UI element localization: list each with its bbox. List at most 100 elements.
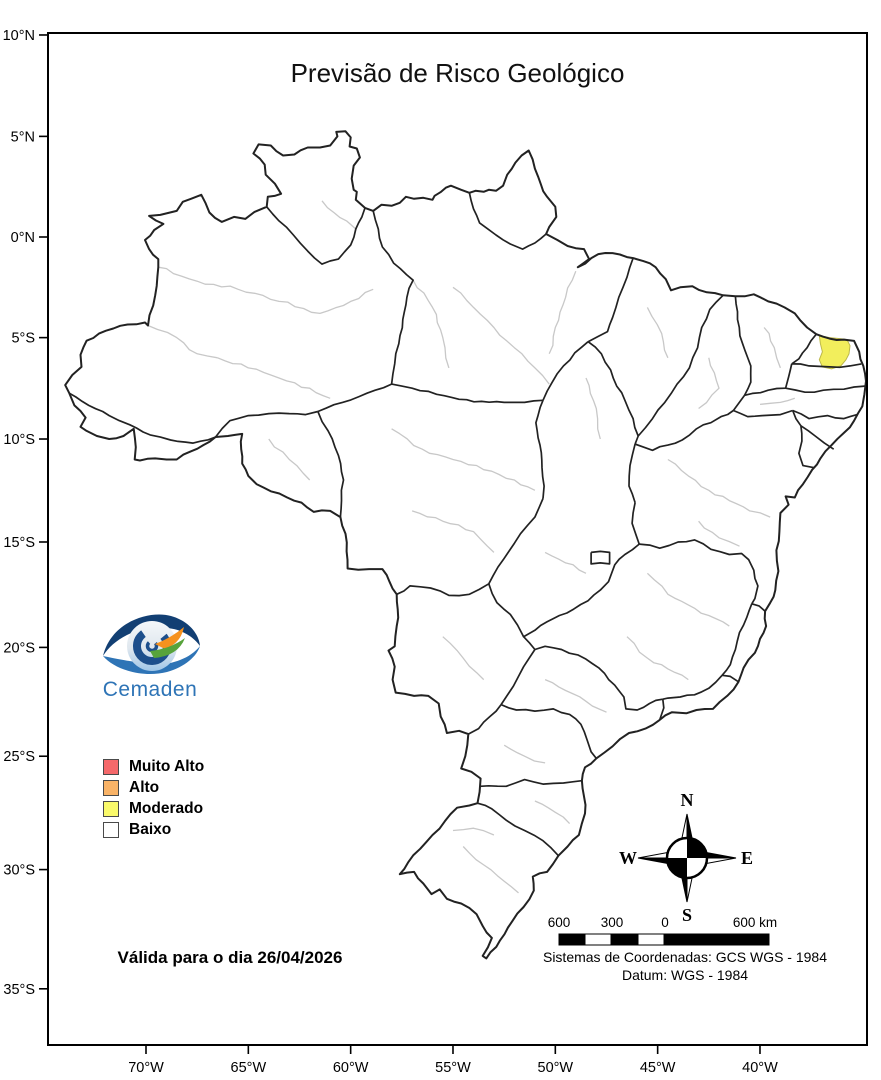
lon-tick-label: 70°W: [128, 1060, 164, 1076]
state-border: [634, 409, 734, 452]
lat-tick-label: 35°S: [3, 982, 35, 998]
region-border: [147, 324, 218, 359]
state-border: [744, 387, 786, 397]
state-border: [590, 550, 611, 565]
region-border: [412, 279, 450, 369]
compass-hub-quadrant: [687, 838, 707, 858]
legend-label: Moderado: [129, 799, 204, 817]
legend-item-muito-alto: Muito Alto: [103, 756, 204, 777]
region-border: [698, 357, 720, 410]
scalebar-label: 0: [661, 915, 669, 930]
state-border: [751, 602, 766, 612]
compass-label-w: W: [619, 848, 637, 868]
state-border: [639, 539, 759, 605]
lon-tick-label: 60°W: [333, 1060, 369, 1076]
state-border: [391, 383, 544, 404]
state-border: [68, 392, 216, 444]
state-border: [487, 583, 525, 638]
state-border: [500, 703, 597, 759]
state-border: [637, 294, 724, 437]
region-border: [158, 266, 374, 315]
state-border: [317, 411, 345, 518]
lon-tick-label: 50°W: [538, 1060, 574, 1076]
validity-date-label: Válida para o dia 26/04/2026: [117, 948, 343, 967]
lat-tick-label: 15°S: [3, 535, 35, 551]
region-border: [462, 846, 519, 894]
state-border: [535, 399, 545, 499]
brazil-outline: [64, 130, 867, 960]
legend-swatch: [103, 779, 119, 796]
state-border: [587, 341, 640, 445]
coordinate-system-note: Sistemas de Coordenadas: GCS WGS - 1984 …: [520, 948, 850, 984]
lon-tick-label: 65°W: [231, 1060, 267, 1076]
state-border: [477, 802, 560, 857]
lat-tick-label: 0°N: [11, 230, 35, 246]
map-frame: [47, 32, 868, 1046]
lat-tick-label: 10°S: [3, 432, 35, 448]
lat-tick-label: 5°S: [11, 331, 35, 347]
scalebar-segment: [558, 933, 586, 946]
region-border: [763, 327, 782, 369]
legend-swatch: [103, 800, 119, 817]
risk-legend: Muito Alto Alto Moderado Baixo: [103, 756, 204, 840]
region-border: [667, 458, 771, 518]
cemaden-logo-text: Cemaden: [102, 678, 198, 701]
state-border: [785, 385, 865, 394]
state-border: [534, 645, 663, 711]
compass-label-e: E: [741, 848, 753, 868]
state-border: [658, 699, 665, 721]
state-border: [631, 502, 641, 545]
state-border: [662, 674, 723, 701]
scalebar-label: 600 km: [733, 915, 777, 930]
scalebar-segment: [637, 933, 665, 946]
compass-label-n: N: [681, 790, 694, 810]
state-border: [791, 410, 802, 427]
state-border: [542, 341, 589, 401]
region-border: [217, 357, 331, 399]
region-border: [452, 827, 495, 836]
legend-swatch: [103, 758, 119, 775]
legend-swatch: [103, 821, 119, 838]
lon-tick-label: 40°W: [742, 1060, 778, 1076]
lat-tick-label: 5°N: [11, 129, 35, 145]
state-border: [317, 383, 392, 413]
page-title: Previsão de Risco Geológico: [290, 58, 625, 88]
state-border: [479, 778, 583, 788]
state-border: [587, 257, 634, 343]
state-border: [372, 210, 414, 385]
region-border: [503, 744, 546, 764]
state-border: [721, 603, 753, 676]
compass-hub-quadrant: [667, 858, 687, 878]
datum-line: Datum: WGS - 1984: [621, 967, 749, 984]
scalebar-segment: [663, 933, 770, 946]
state-border: [500, 649, 536, 706]
region-border: [411, 510, 495, 553]
scalebar-segment: [610, 933, 639, 946]
state-border: [734, 296, 752, 396]
lat-tick-label: 30°S: [3, 863, 35, 879]
lat-tick-label: 20°S: [3, 640, 35, 656]
state-border: [467, 704, 502, 735]
state-border: [791, 363, 862, 369]
region-border: [452, 286, 550, 385]
region-border: [268, 438, 311, 481]
state-border: [721, 674, 739, 683]
scalebar-label: 300: [601, 915, 624, 930]
region-border: [548, 270, 577, 355]
state-border: [266, 206, 366, 265]
lat-tick-label: 10°N: [3, 28, 35, 44]
region-border: [534, 800, 571, 825]
state-border: [732, 394, 793, 418]
cemaden-logo-icon: [103, 614, 200, 675]
region-border: [698, 520, 740, 547]
region-border: [646, 572, 730, 627]
coordinate-system-line: Sistemas de Coordenadas: GCS WGS - 1984: [542, 949, 828, 965]
scalebar-segment: [584, 933, 612, 946]
legend-label: Muito Alto: [129, 757, 205, 775]
lon-tick-label: 55°W: [435, 1060, 471, 1076]
region-border: [585, 377, 601, 440]
region-border: [544, 679, 607, 713]
state-border: [468, 192, 547, 250]
